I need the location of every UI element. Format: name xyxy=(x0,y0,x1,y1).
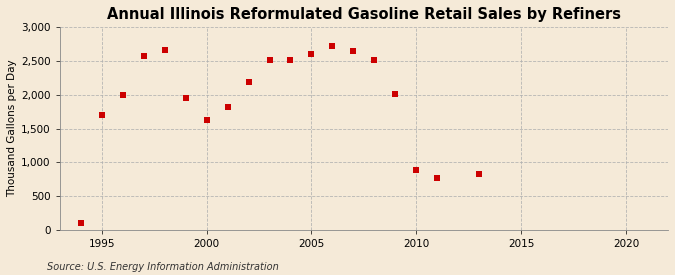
Text: Source: U.S. Energy Information Administration: Source: U.S. Energy Information Administ… xyxy=(47,262,279,272)
Title: Annual Illinois Reformulated Gasoline Retail Sales by Refiners: Annual Illinois Reformulated Gasoline Re… xyxy=(107,7,621,22)
Y-axis label: Thousand Gallons per Day: Thousand Gallons per Day xyxy=(7,60,17,197)
